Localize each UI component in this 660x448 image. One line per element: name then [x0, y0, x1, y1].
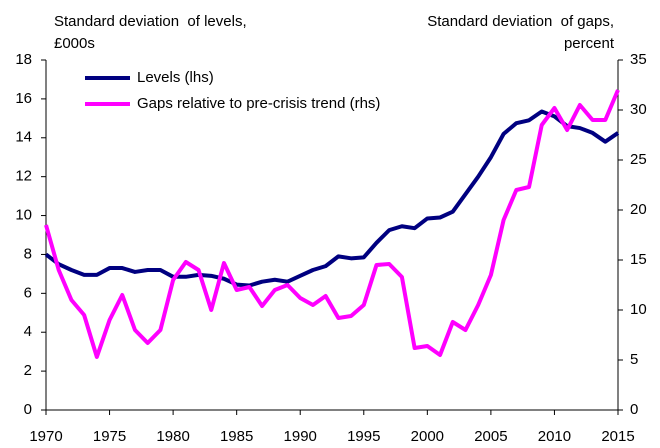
x-tick-label: 1975: [93, 428, 126, 445]
y-tick-label: 16: [15, 90, 32, 107]
y2-tick-label: 20: [630, 201, 647, 218]
x-tick-label: 1970: [29, 428, 62, 445]
y2-tick-label: 35: [630, 51, 647, 68]
y-tick-label: 2: [24, 362, 32, 379]
y2-tick-label: 0: [630, 401, 638, 418]
y-tick-label: 6: [24, 284, 32, 301]
y-tick-label: 8: [24, 245, 32, 262]
x-tick-label: 1995: [347, 428, 380, 445]
y2-axis-label: Standard deviation of gaps,: [427, 13, 614, 30]
x-tick-label: 2000: [411, 428, 444, 445]
y2-tick-label: 15: [630, 251, 647, 268]
y2-axis-label: percent: [564, 35, 615, 52]
series-line: [44, 109, 620, 288]
y-tick-label: 0: [24, 401, 32, 418]
x-tick-label: 1985: [220, 428, 253, 445]
y-tick-label: 4: [24, 323, 32, 340]
x-tick-label: 1980: [156, 428, 189, 445]
y2-tick-label: 30: [630, 101, 647, 118]
x-tick-label: 2015: [601, 428, 634, 445]
legend-label: Levels (lhs): [137, 69, 214, 86]
y-axis-label: Standard deviation of levels,: [54, 13, 247, 30]
series-line: [44, 89, 620, 359]
y2-tick-label: 25: [630, 151, 647, 168]
x-tick-label: 1990: [284, 428, 317, 445]
y-axis-label: £000s: [54, 35, 95, 52]
x-tick-label: 2005: [474, 428, 507, 445]
y-tick-label: 12: [15, 168, 32, 185]
y-tick-label: 10: [15, 207, 32, 224]
y-tick-label: 14: [15, 129, 32, 146]
x-tick-label: 2010: [538, 428, 571, 445]
y2-tick-label: 10: [630, 301, 647, 318]
y2-tick-label: 5: [630, 351, 638, 368]
legend-label: Gaps relative to pre-crisis trend (rhs): [137, 95, 380, 112]
y-tick-label: 18: [15, 51, 32, 68]
